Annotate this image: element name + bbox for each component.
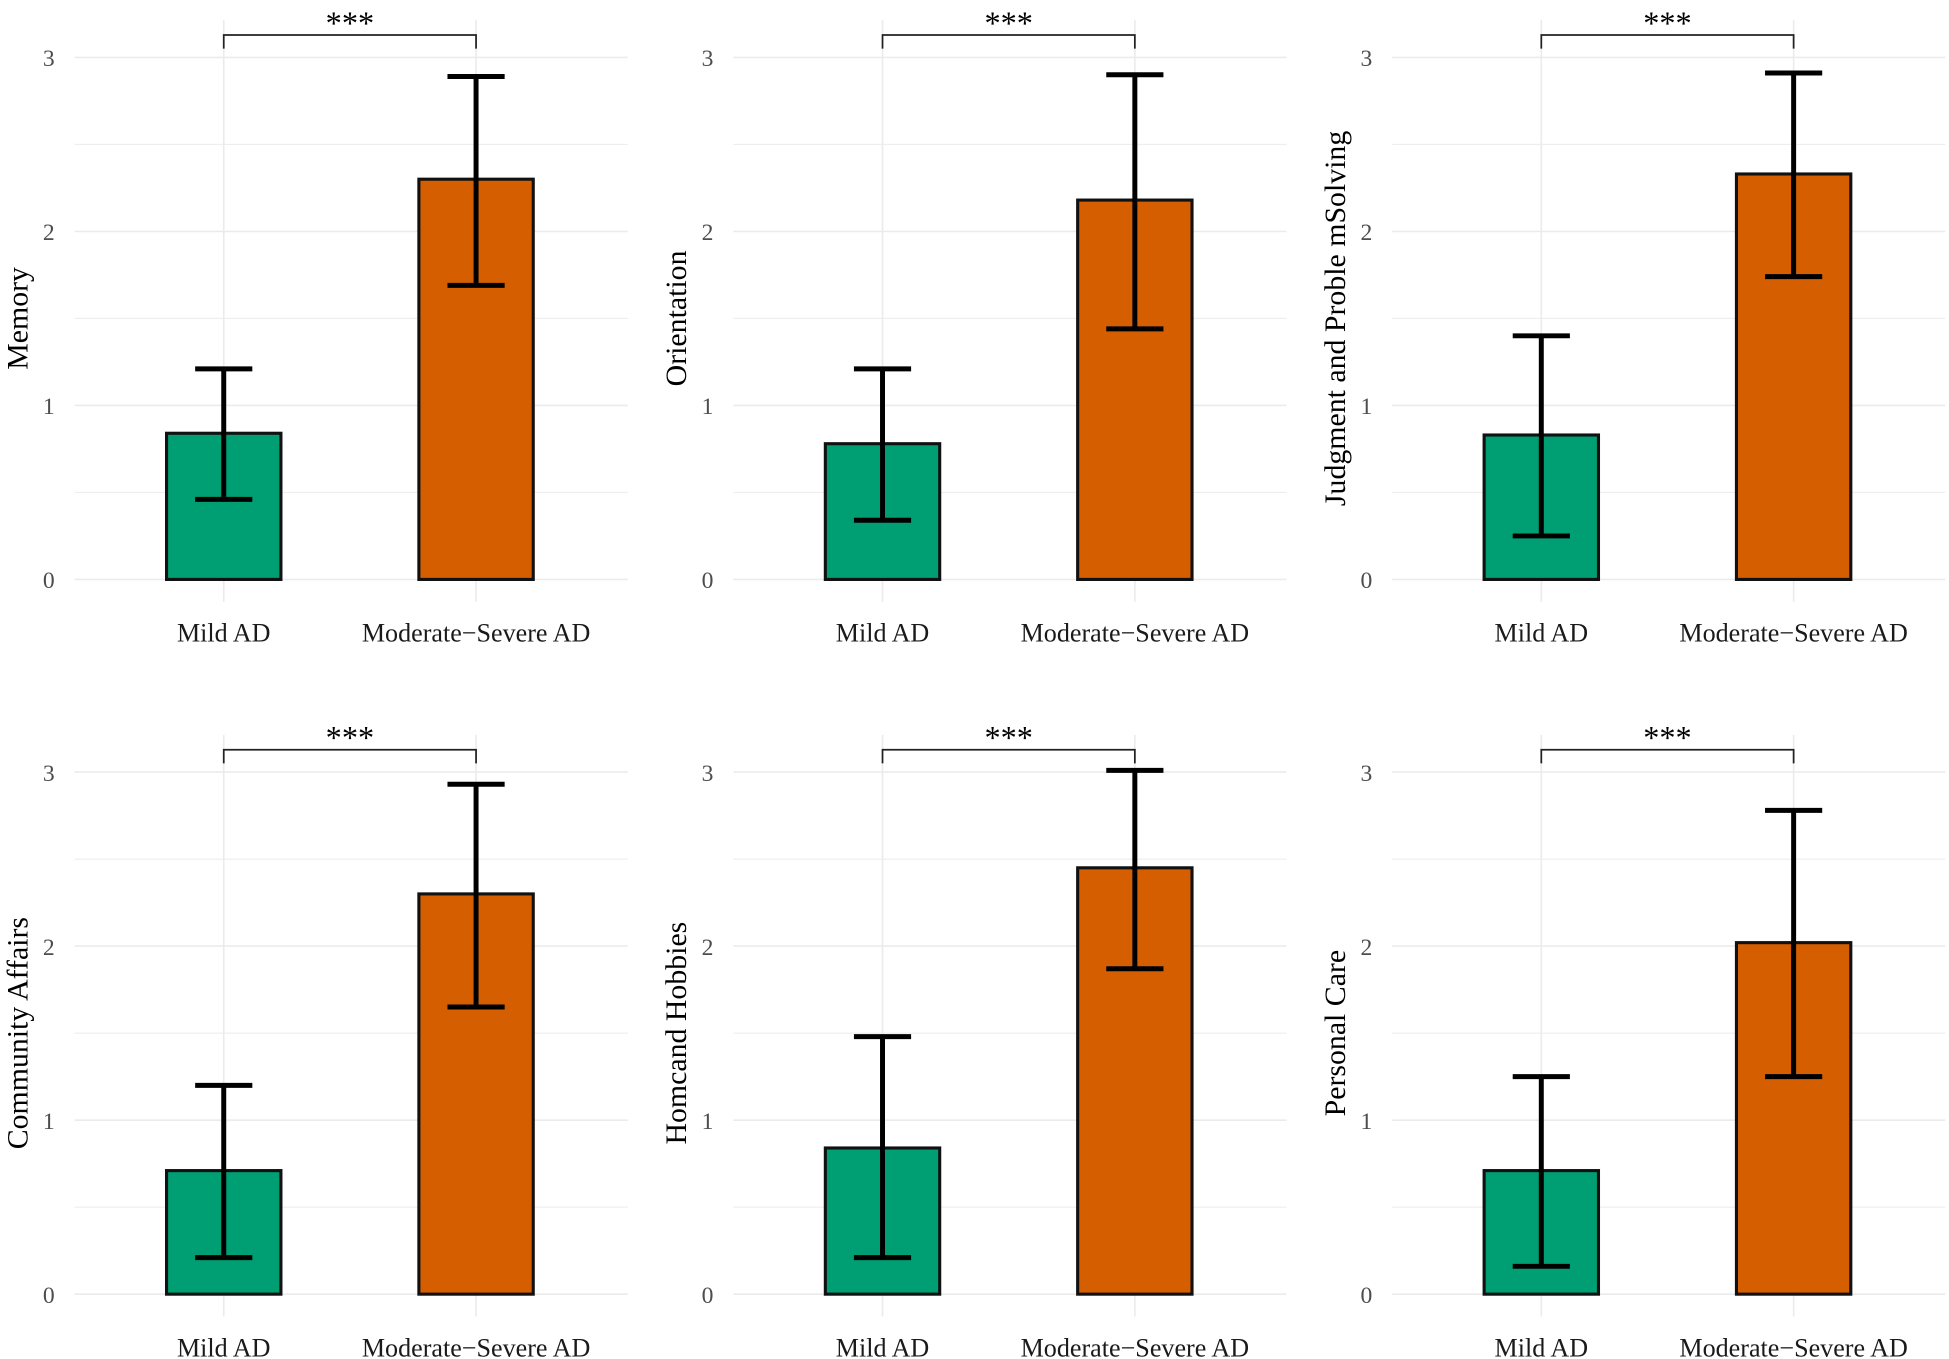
significance-label: *** bbox=[1643, 5, 1691, 41]
significance-bracket bbox=[881, 748, 1136, 764]
significance-label: *** bbox=[326, 5, 374, 41]
y-axis-label: Homcand Hobbies bbox=[660, 922, 693, 1145]
y-tick-label: 2 bbox=[43, 935, 55, 961]
y-tick-label: 1 bbox=[1360, 1109, 1372, 1135]
significance-bracket bbox=[881, 34, 1136, 49]
y-tick-label: 0 bbox=[1360, 568, 1372, 594]
x-tick-label: Mild AD bbox=[177, 1333, 271, 1359]
significance-label: *** bbox=[1643, 719, 1691, 755]
y-axis-label: Personal Care bbox=[1319, 950, 1352, 1117]
y-tick-label: 0 bbox=[702, 568, 714, 594]
x-tick-label: Mild AD bbox=[177, 619, 271, 648]
x-tick-label: Mild AD bbox=[836, 1333, 930, 1359]
x-tick-label: Moderate−Severe AD bbox=[1679, 1333, 1907, 1359]
y-tick-label: 3 bbox=[702, 46, 714, 72]
y-tick-label: 3 bbox=[702, 761, 714, 787]
significance-bracket bbox=[1540, 748, 1795, 764]
y-tick-label: 2 bbox=[702, 220, 714, 246]
x-tick-label: Moderate−Severe AD bbox=[1679, 619, 1907, 648]
y-axis-label: Orientation bbox=[660, 250, 693, 386]
x-tick-label: Mild AD bbox=[836, 619, 930, 648]
y-tick-label: 0 bbox=[43, 1283, 55, 1309]
y-tick-label: 0 bbox=[1360, 1283, 1372, 1309]
x-tick-label: Moderate−Severe AD bbox=[362, 619, 590, 648]
panel-5: 0 1 2 3 Personal Care Mild AD Moderate−Severe … bbox=[1319, 719, 1946, 1359]
y-tick-label: 1 bbox=[1360, 394, 1372, 420]
x-tick-label: Moderate−Severe AD bbox=[1021, 619, 1249, 648]
x-tick-label: Mild AD bbox=[1495, 619, 1589, 648]
y-tick-label: 2 bbox=[1360, 220, 1372, 246]
y-tick-label: 0 bbox=[43, 568, 55, 594]
y-tick-label: 1 bbox=[702, 1109, 714, 1135]
y-tick-label: 3 bbox=[43, 46, 55, 72]
panel-2: 0 1 2 3 Judgment and Proble mSolving Mild AD M… bbox=[1319, 5, 1946, 648]
panel-1: 0 1 2 3 Orientation Mild AD Moderate−Severe AD… bbox=[660, 5, 1287, 648]
y-axis-label: Community Affairs bbox=[1, 917, 34, 1149]
y-axis-label: Judgment and Proble mSolving bbox=[1319, 131, 1352, 506]
significance-label: *** bbox=[984, 719, 1032, 755]
significance-bracket bbox=[1540, 34, 1795, 49]
panel-4: 0 1 2 3 Homcand Hobbies Mild AD Moderate−Sever… bbox=[660, 719, 1287, 1359]
y-tick-label: 2 bbox=[702, 935, 714, 961]
y-tick-label: 3 bbox=[43, 761, 55, 787]
significance-label: *** bbox=[984, 5, 1032, 41]
panel-0: 0 1 2 3 Memory Mild AD Moderate−Severe AD *** bbox=[1, 5, 628, 648]
y-tick-label: 2 bbox=[1360, 935, 1372, 961]
y-tick-label: 1 bbox=[702, 394, 714, 420]
panel-3: 0 1 2 3 Community Affairs Mild AD Moderate−Sev… bbox=[1, 719, 628, 1359]
significance-bracket bbox=[222, 748, 477, 764]
x-tick-label: Mild AD bbox=[1495, 1333, 1589, 1359]
x-tick-label: Moderate−Severe AD bbox=[362, 1333, 590, 1359]
significance-label: *** bbox=[326, 719, 374, 755]
significance-bracket bbox=[222, 34, 477, 49]
x-tick-label: Moderate−Severe AD bbox=[1021, 1333, 1249, 1359]
y-tick-label: 1 bbox=[43, 394, 55, 420]
y-tick-label: 3 bbox=[1360, 761, 1372, 787]
y-tick-label: 0 bbox=[702, 1283, 714, 1309]
y-tick-label: 3 bbox=[1360, 46, 1372, 72]
y-axis-label: Memory bbox=[1, 267, 34, 370]
y-tick-label: 2 bbox=[43, 220, 55, 246]
y-tick-label: 1 bbox=[43, 1109, 55, 1135]
